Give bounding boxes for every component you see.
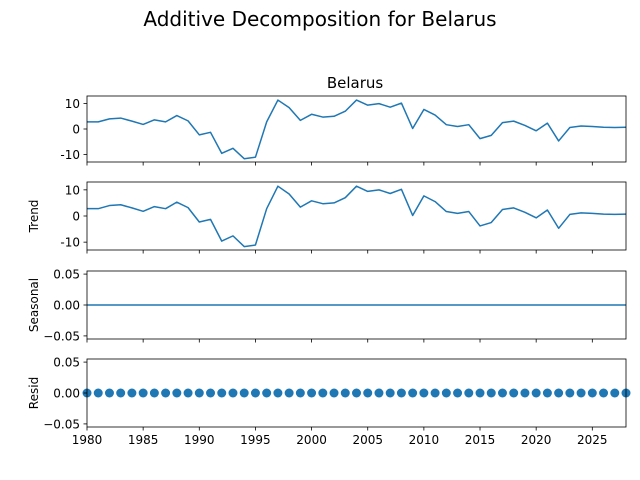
resid-point	[318, 388, 328, 398]
seasonal-ylabel: Seasonal	[27, 278, 41, 332]
resid-point	[554, 388, 564, 398]
resid-point	[599, 388, 609, 398]
resid-ylabel: Resid	[27, 377, 41, 409]
xtick-label: 1980	[72, 433, 103, 447]
resid-point	[542, 388, 552, 398]
trend-ylabel: Trend	[27, 200, 41, 234]
resid-point	[497, 388, 507, 398]
panel-observed: -10 0 10	[60, 95, 627, 166]
resid-ytick-label: 0.05	[53, 356, 80, 370]
resid-point	[149, 388, 159, 398]
resid-point	[587, 388, 597, 398]
resid-point	[239, 388, 249, 398]
xtick-label: 1995	[240, 433, 271, 447]
resid-point	[374, 388, 384, 398]
resid-point	[228, 388, 238, 398]
resid-point	[576, 388, 586, 398]
panels-group: -10010-10010Trend−0.050.000.05Seasonal−0…	[27, 95, 631, 447]
trend-ytick-label: -10	[60, 236, 80, 250]
panel-resid: −0.05 0.00 0.05 1980 1985 1990 1995 2000 2005 201…	[27, 356, 631, 447]
observed-series-line	[87, 99, 627, 160]
observed-ytick-label: -10	[60, 148, 80, 162]
resid-point	[194, 388, 204, 398]
xtick-label: 2025	[577, 433, 608, 447]
seasonal-ytick-label: −0.05	[43, 329, 80, 343]
observed-panel-title: Belarus	[327, 74, 384, 92]
xtick-label: 2010	[409, 433, 440, 447]
seasonal-ytick-label: 0.00	[53, 299, 80, 313]
resid-point	[273, 388, 283, 398]
resid-point	[340, 388, 350, 398]
observed-ytick-label: 0	[72, 123, 80, 137]
xtick-label: 2015	[465, 433, 496, 447]
resid-point	[206, 388, 216, 398]
resid-point	[453, 388, 463, 398]
resid-point	[396, 388, 406, 398]
xtick-label: 1990	[184, 433, 215, 447]
resid-point	[565, 388, 575, 398]
xtick-label: 1985	[128, 433, 159, 447]
resid-point	[531, 388, 541, 398]
resid-point	[217, 388, 227, 398]
trend-series-line	[87, 185, 627, 248]
xtick-label: 2000	[296, 433, 327, 447]
resid-point	[408, 388, 418, 398]
resid-point	[262, 388, 272, 398]
resid-point	[441, 388, 451, 398]
trend-ytick-label: 0	[72, 210, 80, 224]
resid-point	[419, 388, 429, 398]
resid-point	[430, 388, 440, 398]
resid-point	[161, 388, 171, 398]
resid-ytick-label: −0.05	[43, 417, 80, 431]
observed-axes-frame	[86, 95, 627, 163]
resid-point	[486, 388, 496, 398]
resid-point	[329, 388, 339, 398]
resid-point	[284, 388, 294, 398]
resid-ytick-label: 0.00	[53, 387, 80, 401]
panel-trend: -10 0 10 Trend	[27, 181, 627, 254]
panel-seasonal: −0.05 0.00 0.05 Seasonal	[27, 268, 627, 343]
resid-point	[172, 388, 182, 398]
xtick-label: 2020	[521, 433, 552, 447]
resid-point	[183, 388, 193, 398]
trend-ytick-label: 10	[65, 183, 80, 197]
resid-point	[116, 388, 126, 398]
resid-point	[93, 388, 103, 398]
resid-point	[295, 388, 305, 398]
resid-point	[464, 388, 474, 398]
resid-point	[307, 388, 317, 398]
resid-point	[610, 388, 620, 398]
resid-point	[104, 388, 114, 398]
resid-point	[138, 388, 148, 398]
trend-axes-frame	[86, 181, 627, 251]
xtick-label: 2005	[352, 433, 383, 447]
seasonal-ytick-label: 0.05	[53, 268, 80, 282]
resid-point	[127, 388, 137, 398]
resid-point	[520, 388, 530, 398]
resid-point	[509, 388, 519, 398]
resid-point	[475, 388, 485, 398]
observed-ytick-label: 10	[65, 97, 80, 111]
resid-point	[352, 388, 361, 398]
figure-suptitle: Additive Decomposition for Belarus	[143, 7, 496, 31]
resid-point	[250, 388, 260, 398]
resid-point	[363, 388, 373, 398]
resid-point	[385, 388, 395, 398]
